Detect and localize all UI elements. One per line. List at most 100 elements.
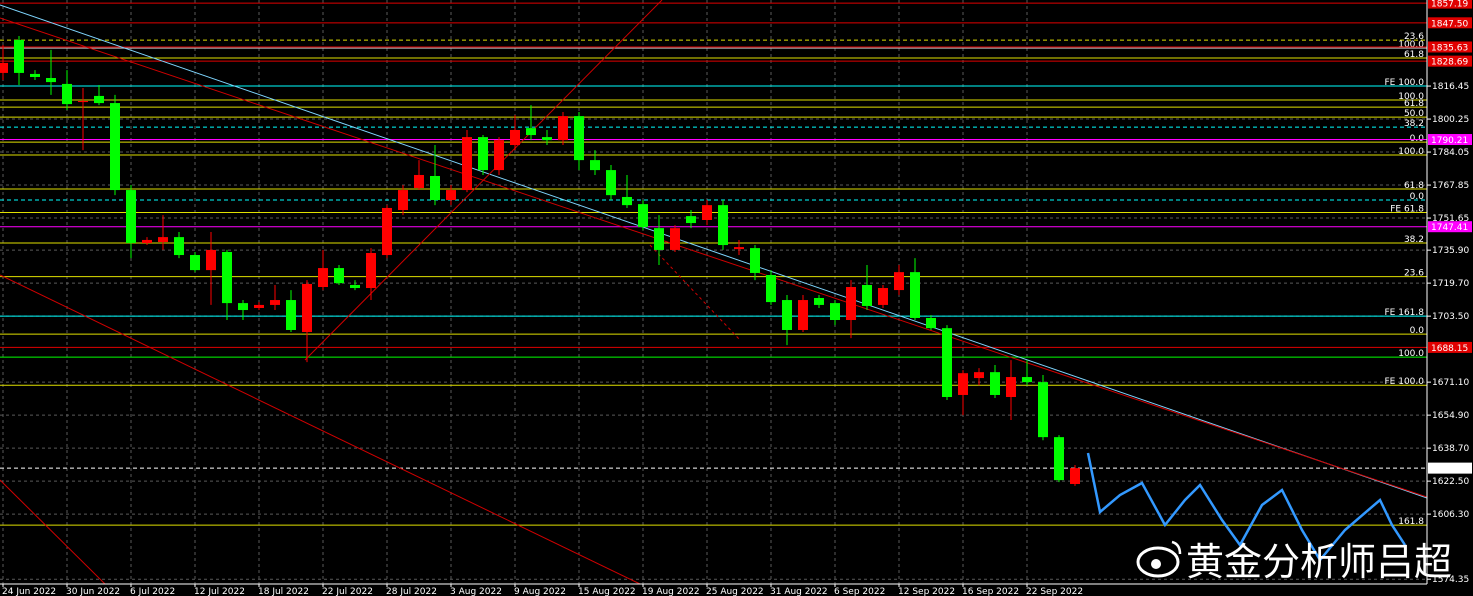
candle-body bbox=[654, 228, 664, 250]
price-label: 1847.50 bbox=[1431, 19, 1468, 29]
y-tick-label: 1767.85 bbox=[1432, 181, 1469, 191]
candle-body bbox=[1054, 437, 1064, 481]
candle-body bbox=[142, 239, 152, 244]
candle-body bbox=[606, 170, 616, 196]
trendline bbox=[649, 244, 741, 341]
candle-body bbox=[574, 116, 584, 161]
level-label: FE 61.8 bbox=[1390, 204, 1424, 214]
candle-body bbox=[638, 204, 648, 228]
candle-body bbox=[302, 283, 312, 333]
x-tick-label: 22 Jul 2022 bbox=[322, 587, 373, 596]
price-label: 1835.63 bbox=[1431, 43, 1468, 53]
level-label: FE 100.0 bbox=[1385, 377, 1425, 387]
level-label: 23.6 bbox=[1404, 269, 1424, 279]
candle-body bbox=[462, 137, 472, 191]
price-label: 1747.41 bbox=[1431, 223, 1468, 233]
candle-body bbox=[222, 251, 232, 304]
price-label: 1790.21 bbox=[1431, 136, 1468, 146]
y-tick-label: 1703.50 bbox=[1432, 312, 1469, 322]
candle-body bbox=[814, 298, 824, 305]
watermark-logo bbox=[1136, 546, 1180, 578]
y-tick-label: 1719.70 bbox=[1432, 279, 1469, 289]
x-tick-label: 30 Jun 2022 bbox=[66, 587, 120, 596]
x-tick-label: 6 Sep 2022 bbox=[834, 587, 885, 596]
candle-body bbox=[0, 62, 8, 73]
x-tick-label: 16 Sep 2022 bbox=[962, 587, 1019, 596]
level-label: 0.0 bbox=[1410, 326, 1425, 336]
level-label: 50.0 bbox=[1404, 109, 1424, 119]
candle-body bbox=[558, 116, 568, 141]
candle-body bbox=[910, 272, 920, 318]
trendlines bbox=[0, 0, 1427, 584]
price-label-box bbox=[1428, 55, 1472, 67]
price-label-box bbox=[1428, 0, 1472, 9]
level-label: 0.0 bbox=[1410, 192, 1425, 202]
candle-body bbox=[94, 95, 104, 104]
candle-body bbox=[782, 300, 792, 330]
candle-body bbox=[126, 190, 136, 244]
price-label: 1628.89 bbox=[1431, 465, 1468, 475]
candle-body bbox=[494, 140, 504, 171]
trendline bbox=[0, 479, 106, 584]
level-label: 161.8 bbox=[1398, 517, 1424, 527]
grid-layer bbox=[0, 0, 1427, 584]
y-tick-label: 1671.10 bbox=[1432, 378, 1469, 388]
y-tick-label: 1784.05 bbox=[1432, 148, 1469, 158]
candle-body bbox=[318, 268, 328, 288]
candle-body bbox=[334, 268, 344, 284]
x-tick-label: 6 Jul 2022 bbox=[130, 587, 175, 596]
candle-body bbox=[958, 373, 968, 395]
candle-body bbox=[254, 304, 264, 308]
candle-body bbox=[350, 284, 360, 289]
x-tick-label: 3 Aug 2022 bbox=[450, 587, 502, 596]
candle-body bbox=[750, 248, 760, 273]
level-label: 38.2 bbox=[1404, 119, 1424, 129]
candle-body bbox=[1070, 468, 1080, 484]
candle-body bbox=[206, 249, 216, 271]
y-tick-label: 1735.90 bbox=[1432, 246, 1469, 256]
level-label: 100.0 bbox=[1398, 147, 1424, 157]
candle-body bbox=[14, 39, 24, 73]
candle-body bbox=[158, 237, 168, 242]
y-tick-label: 1800.25 bbox=[1432, 115, 1469, 125]
candle-body bbox=[542, 137, 552, 141]
candle-body bbox=[878, 288, 888, 305]
candle-body bbox=[622, 196, 632, 206]
candle-body bbox=[190, 255, 200, 271]
level-label: 100.0 bbox=[1398, 349, 1424, 359]
price-label-box bbox=[1428, 341, 1472, 353]
candle-body bbox=[414, 174, 424, 189]
price-label: 1828.69 bbox=[1431, 58, 1468, 68]
candle-body bbox=[270, 300, 280, 305]
candle-body bbox=[286, 300, 296, 330]
x-tick-label: 18 Jul 2022 bbox=[258, 587, 309, 596]
watermark-logo bbox=[1171, 540, 1182, 555]
candle-body bbox=[382, 207, 392, 256]
candle-body bbox=[510, 129, 520, 146]
level-label: FE 161.8 bbox=[1385, 308, 1425, 318]
candle-body bbox=[478, 137, 488, 171]
watermark: 黄金分析师吕超 bbox=[1136, 540, 1452, 584]
x-tick-label: 28 Jul 2022 bbox=[386, 587, 437, 596]
candle-body bbox=[62, 83, 72, 105]
trendline bbox=[304, 0, 663, 361]
y-tick-label: 1751.65 bbox=[1432, 214, 1469, 224]
candle-body bbox=[830, 303, 840, 321]
y-tick-label: 1654.90 bbox=[1432, 411, 1469, 421]
x-tick-label: 12 Sep 2022 bbox=[898, 587, 955, 596]
candle-body bbox=[1022, 377, 1032, 383]
candle-body bbox=[862, 284, 872, 306]
x-tick-label: 31 Aug 2022 bbox=[770, 587, 828, 596]
candle-body bbox=[926, 317, 936, 329]
level-label: 61.8 bbox=[1404, 99, 1424, 109]
candle-body bbox=[366, 252, 376, 289]
level-label: 23.6 bbox=[1404, 32, 1424, 42]
forecast-path bbox=[1086, 452, 1407, 563]
candle-body bbox=[398, 190, 408, 211]
x-tick-label: 22 Sep 2022 bbox=[1026, 587, 1083, 596]
price-label: 1688.15 bbox=[1431, 344, 1468, 354]
price-label-box bbox=[1428, 462, 1472, 474]
trendline bbox=[0, 17, 1427, 498]
candle-body bbox=[766, 274, 776, 303]
